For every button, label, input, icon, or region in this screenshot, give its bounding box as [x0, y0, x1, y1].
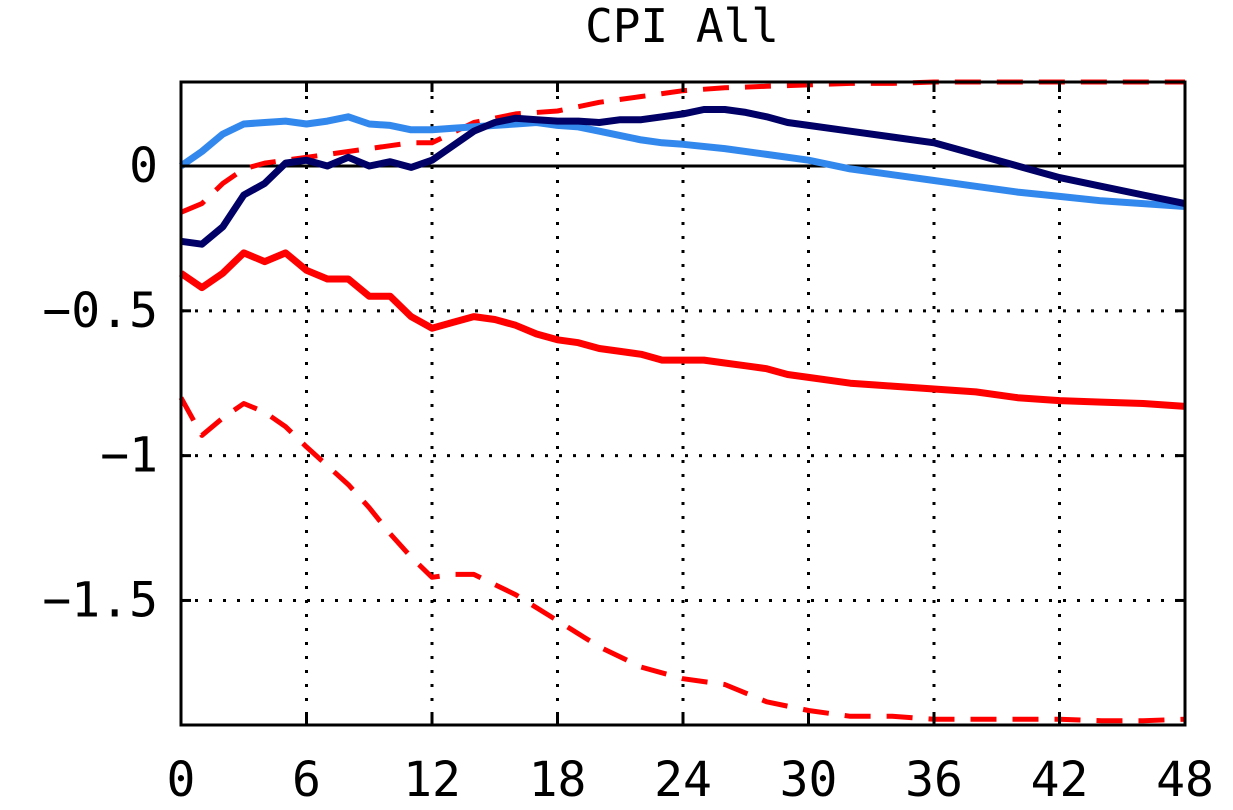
series-lines — [178, 79, 1186, 724]
chart-title: CPI All — [585, 0, 779, 53]
y-tick-label: −0.5 — [42, 283, 158, 339]
x-tick-label: 18 — [529, 752, 587, 808]
x-tick-label: 36 — [905, 752, 963, 808]
y-tick-labels: 0 −0.5 −1 −1.5 — [42, 138, 158, 628]
x-tick-label: 24 — [654, 752, 712, 808]
x-tick-label: 42 — [1031, 752, 1089, 808]
axis-ticks — [181, 82, 1185, 725]
y-tick-label: −1 — [100, 428, 158, 484]
x-tick-labels: 0 6 12 18 24 30 36 42 48 — [167, 752, 1214, 808]
y-tick-label: 0 — [129, 138, 158, 194]
band-line — [180, 79, 1185, 215]
x-tick-label: 48 — [1156, 752, 1214, 808]
series-line — [179, 113, 1186, 210]
x-tick-label: 30 — [780, 752, 838, 808]
y-tick-label: −1.5 — [42, 572, 158, 628]
series-line — [179, 249, 1186, 410]
x-tick-label: 6 — [292, 752, 321, 808]
band-line — [178, 396, 1186, 724]
x-tick-label: 12 — [403, 752, 461, 808]
grid-lines — [181, 82, 1185, 725]
x-tick-label: 0 — [167, 752, 196, 808]
series-line — [180, 106, 1186, 248]
